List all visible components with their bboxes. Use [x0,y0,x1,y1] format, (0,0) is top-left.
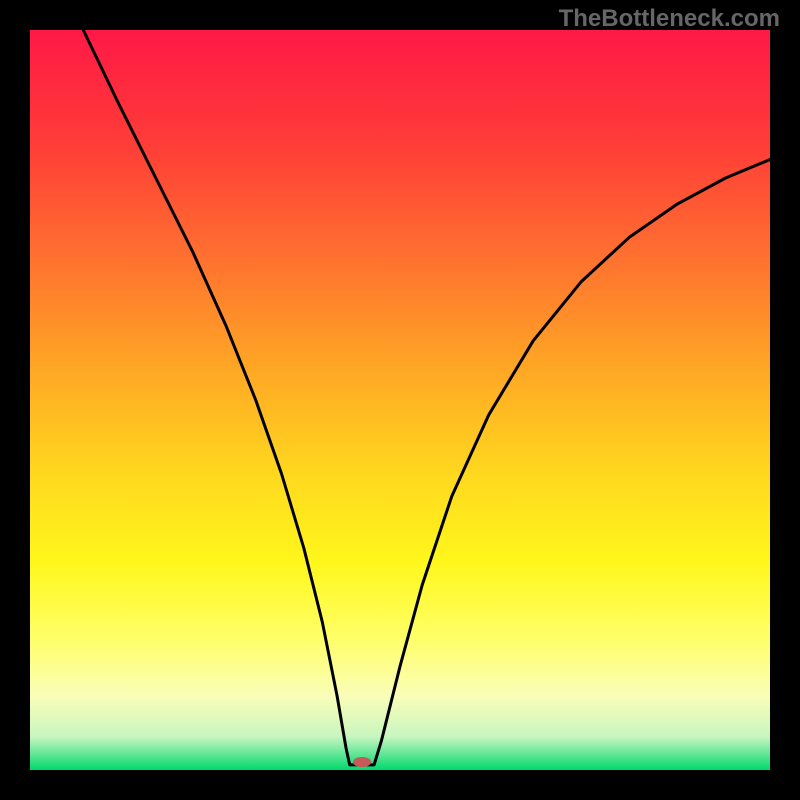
optimum-marker [353,757,371,767]
plot-area [30,30,770,770]
curve-svg [30,30,770,770]
bottleneck-curve [83,30,770,765]
watermark-text: TheBottleneck.com [559,5,780,33]
